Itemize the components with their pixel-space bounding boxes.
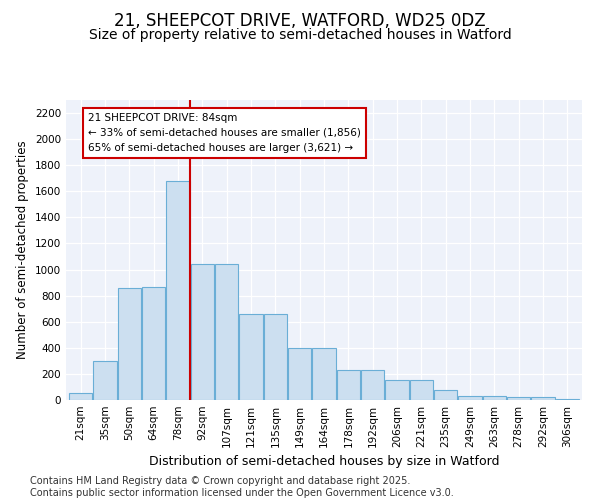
- Bar: [313, 348, 335, 400]
- Bar: [215, 264, 238, 400]
- Bar: [94, 361, 116, 400]
- Bar: [458, 396, 482, 400]
- Bar: [142, 286, 165, 400]
- Y-axis label: Number of semi-detached properties: Number of semi-detached properties: [16, 140, 29, 360]
- Bar: [361, 370, 384, 400]
- Bar: [239, 314, 263, 400]
- Bar: [264, 314, 287, 400]
- Bar: [337, 370, 360, 400]
- Bar: [507, 396, 530, 400]
- Bar: [532, 398, 554, 400]
- Bar: [385, 380, 409, 400]
- Bar: [434, 390, 457, 400]
- Text: 21 SHEEPCOT DRIVE: 84sqm
← 33% of semi-detached houses are smaller (1,856)
65% o: 21 SHEEPCOT DRIVE: 84sqm ← 33% of semi-d…: [88, 113, 361, 152]
- Bar: [410, 380, 433, 400]
- Text: Size of property relative to semi-detached houses in Watford: Size of property relative to semi-detach…: [89, 28, 511, 42]
- Bar: [166, 181, 190, 400]
- Bar: [288, 348, 311, 400]
- Bar: [483, 396, 506, 400]
- Bar: [191, 264, 214, 400]
- Bar: [118, 288, 141, 400]
- Bar: [69, 394, 92, 400]
- Text: Contains HM Land Registry data © Crown copyright and database right 2025.
Contai: Contains HM Land Registry data © Crown c…: [30, 476, 454, 498]
- X-axis label: Distribution of semi-detached houses by size in Watford: Distribution of semi-detached houses by …: [149, 456, 499, 468]
- Text: 21, SHEEPCOT DRIVE, WATFORD, WD25 0DZ: 21, SHEEPCOT DRIVE, WATFORD, WD25 0DZ: [114, 12, 486, 30]
- Bar: [556, 398, 579, 400]
